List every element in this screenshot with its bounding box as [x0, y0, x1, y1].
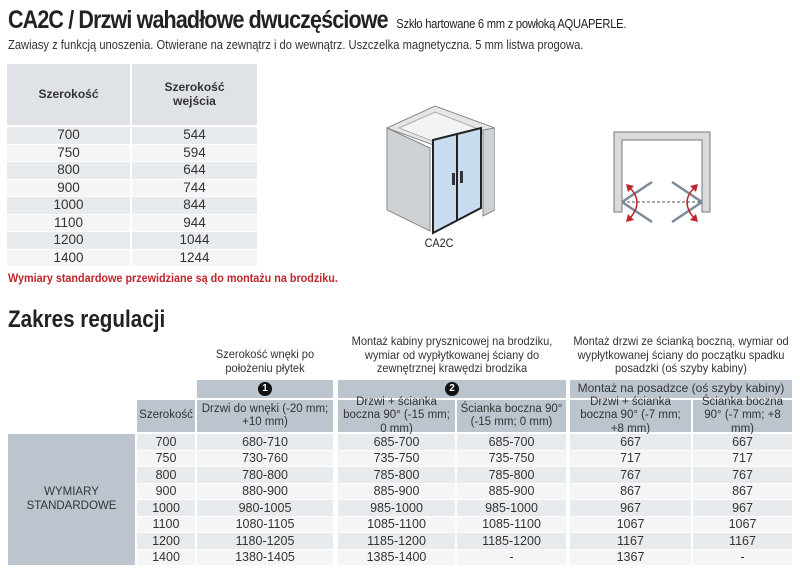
table-cell: 644	[132, 162, 257, 179]
table-cell: 1167	[570, 533, 691, 549]
column-group-title: Szerokość wnęki po położeniu płytek	[215, 347, 315, 375]
table-cell: 867	[570, 483, 691, 499]
table-cell: -	[457, 549, 566, 565]
table-cell: 844	[132, 197, 257, 214]
table-cell: 967	[693, 500, 792, 516]
table-cell: 667	[693, 434, 792, 450]
table-cell: 985-1000	[457, 500, 566, 516]
table-cell: 1400	[137, 549, 195, 565]
standard-dimensions-note: Wymiary standardowe przewidziane są do m…	[8, 271, 338, 285]
arrow-icon	[626, 214, 634, 222]
table-cell: 544	[132, 127, 257, 144]
column-group-title: Montaż kabiny prysznicowej na brodziku, …	[351, 334, 553, 375]
table-cell: 700	[137, 434, 195, 450]
column-header: Szerokość	[137, 400, 195, 432]
table-cell: 685-700	[338, 434, 455, 450]
table-cell: 594	[132, 144, 257, 161]
table-cell: 944	[132, 214, 257, 231]
table-cell: 785-800	[457, 467, 566, 483]
table-cell: 1085-1100	[338, 516, 455, 532]
table-cell: 1367	[570, 549, 691, 565]
table-cell: 785-800	[338, 467, 455, 483]
column-header: Szerokość wejścia	[132, 64, 257, 125]
table-cell: 700	[7, 127, 130, 144]
table-cell: 1080-1105	[197, 516, 333, 532]
table-cell: 667	[570, 434, 691, 450]
table-cell: 885-900	[457, 483, 566, 499]
door-swing-diagram	[613, 131, 711, 224]
row-group-label: WYMIARY STANDARDOWE	[8, 434, 135, 565]
table-cell: 985-1000	[338, 500, 455, 516]
table-cell: 980-1005	[197, 500, 333, 516]
table-cell: 767	[570, 467, 691, 483]
table-cell: 885-900	[338, 483, 455, 499]
table-cell: 867	[693, 483, 792, 499]
column-header: Szerokość	[7, 64, 130, 125]
table-cell: 1200	[137, 533, 195, 549]
table-cell: 1000	[7, 197, 130, 214]
column-header: Drzwi + ścianka boczna 90° (-7 mm; +8 mm…	[570, 396, 691, 435]
table-cell: 1385-1400	[338, 549, 455, 565]
description: Zawiasy z funkcją unoszenia. Otwierane n…	[8, 37, 584, 52]
section-title: Zakres regulacji	[8, 306, 166, 333]
page-title: CA2C / Drzwi wahadłowe dwuczęściowe Szkło…	[8, 6, 626, 35]
column-header: Drzwi do wnęki (-20 mm; +10 mm)	[197, 400, 333, 432]
title-text: CA2C / Drzwi wahadłowe dwuczęściowe	[8, 6, 389, 34]
table-cell: 1100	[7, 214, 130, 231]
table-cell: 767	[693, 467, 792, 483]
table-cell: 744	[132, 179, 257, 196]
group-marker: 2	[338, 380, 566, 398]
title-subtitle: Szkło hartowane 6 mm z powłoką AQUAPERLE…	[396, 16, 627, 31]
table-cell: 717	[570, 450, 691, 466]
table-cell: -	[693, 549, 792, 565]
table-cell: 1100	[137, 516, 195, 532]
table-cell: 900	[7, 179, 130, 196]
table-cell: 1185-1200	[338, 533, 455, 549]
product-label: CA2C	[424, 236, 454, 250]
number-badge: 1	[258, 382, 272, 396]
table-cell: 1044	[132, 232, 257, 249]
table-cell: 735-750	[338, 450, 455, 466]
table-cell: 1200	[7, 232, 130, 249]
arrow-icon	[690, 184, 698, 192]
table-cell: 735-750	[457, 450, 566, 466]
table-cell: 1400	[7, 249, 130, 266]
table-cell: 1185-1200	[457, 533, 566, 549]
table-cell: 1167	[693, 533, 792, 549]
table-cell: 1380-1405	[197, 549, 333, 565]
table-cell: 900	[137, 483, 195, 499]
shower-cabin-illustration	[385, 105, 495, 235]
table-cell: 880-900	[197, 483, 333, 499]
column-group-title: Montaż drzwi ze ścianką boczną, wymiar o…	[573, 334, 789, 375]
table-cell: 730-760	[197, 450, 333, 466]
table-cell: 1000	[137, 500, 195, 516]
table-cell: 1067	[570, 516, 691, 532]
table-cell: 750	[137, 450, 195, 466]
table-cell: 967	[570, 500, 691, 516]
column-header: Ścianka boczna 90° (-15 mm; 0 mm)	[457, 400, 566, 432]
group-marker: Montaż na posadzce (oś szyby kabiny)	[570, 380, 792, 398]
table-cell: 800	[7, 162, 130, 179]
table-cell: 717	[693, 450, 792, 466]
table-cell: 1067	[693, 516, 792, 532]
number-badge: 2	[445, 382, 459, 396]
table-cell: 680-710	[197, 434, 333, 450]
table-cell: 1180-1205	[197, 533, 333, 549]
column-header: Ścianka boczna 90° (-7 mm; +8 mm)	[693, 396, 792, 435]
table-cell: 1085-1100	[457, 516, 566, 532]
group-marker: 1	[197, 380, 333, 398]
column-header: Drzwi + ścianka boczna 90° (-15 mm; 0 mm…	[338, 396, 455, 435]
table-cell: 750	[7, 144, 130, 161]
table-cell: 800	[137, 467, 195, 483]
arrow-icon	[690, 214, 698, 222]
table-cell: 780-800	[197, 467, 333, 483]
table-cell: 1244	[132, 249, 257, 266]
arrow-icon	[626, 184, 634, 192]
table-cell: 685-700	[457, 434, 566, 450]
